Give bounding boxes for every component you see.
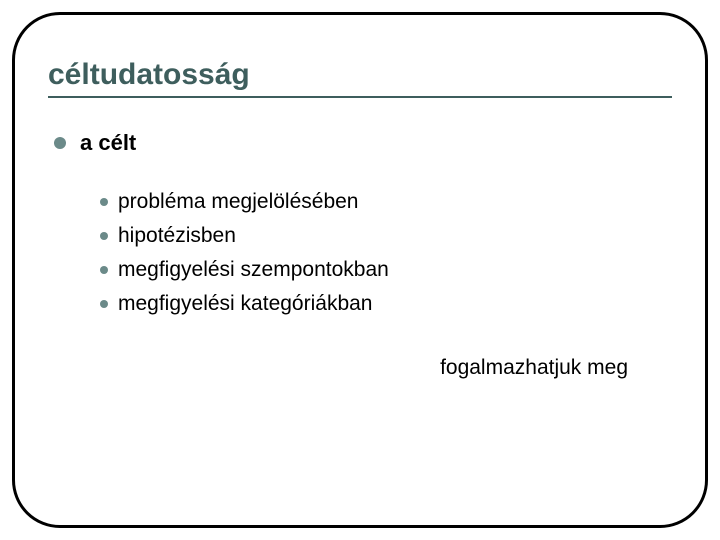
level1-text: a célt xyxy=(80,130,136,156)
level2-text: hipotézisben xyxy=(118,224,236,248)
bullet-circle-icon xyxy=(54,137,66,149)
list-item: probléma megjelölésében xyxy=(100,190,672,214)
level1-item: a célt xyxy=(54,130,672,156)
level2-text: probléma megjelölésében xyxy=(118,190,359,214)
footer-text: fogalmazhatjuk meg xyxy=(48,356,672,380)
level2-text: megfigyelési szempontokban xyxy=(118,258,389,282)
list-item: hipotézisben xyxy=(100,224,672,248)
bullet-dot-icon xyxy=(100,198,108,206)
bullet-dot-icon xyxy=(100,232,108,240)
slide-title: céltudatosság xyxy=(48,58,672,98)
list-item: megfigyelési szempontokban xyxy=(100,258,672,282)
list-item: megfigyelési kategóriákban xyxy=(100,292,672,316)
bullet-dot-icon xyxy=(100,266,108,274)
slide-content: céltudatosság a célt probléma megjelölés… xyxy=(48,58,672,380)
level2-text: megfigyelési kategóriákban xyxy=(118,292,372,316)
bullet-dot-icon xyxy=(100,300,108,308)
level2-list: probléma megjelölésében hipotézisben meg… xyxy=(100,190,672,316)
